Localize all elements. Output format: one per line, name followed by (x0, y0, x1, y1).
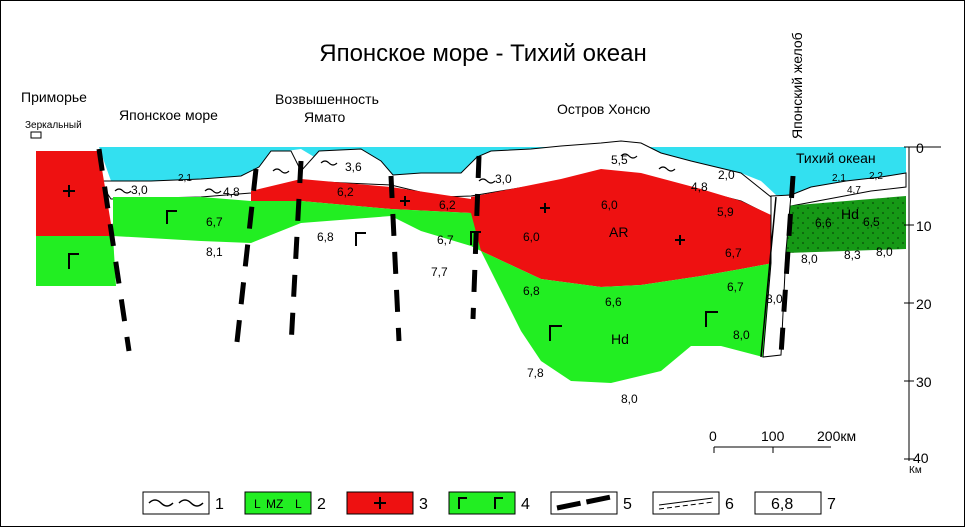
basalt-layer-main (113, 197, 773, 383)
label-yamato-2: Ямато (304, 109, 345, 125)
velocity: 2,1 (832, 173, 846, 184)
velocity: 6,2 (439, 198, 456, 212)
label-japan-sea: Японское море (119, 107, 218, 123)
velocity: 4,8 (691, 180, 708, 194)
velocity: 6,5 (863, 215, 880, 229)
velocity: 8,0 (733, 328, 750, 342)
velocity: 6,0 (601, 198, 618, 212)
fault-5 (470, 155, 482, 320)
velocity: 8,0 (876, 245, 893, 259)
velocity: 8,0 (801, 252, 818, 266)
legend-num-7: 7 (827, 496, 836, 513)
depth-tick-20: 20 (916, 296, 932, 312)
label-trench: Японский желоб (789, 32, 805, 139)
velocity: 4,7 (847, 185, 861, 196)
legend-text-7: 6,8 (771, 496, 793, 513)
zerkalny-marker (30, 131, 42, 139)
depth-axis: 0 10 20 30 40 Км (904, 140, 932, 476)
basalt-layer-primorye (36, 236, 116, 286)
velocity: 6,7 (437, 233, 454, 247)
depth-tick-0: 0 (916, 140, 924, 156)
legend-num-6: 6 (725, 496, 734, 513)
depth-unit: Км (909, 465, 922, 476)
velocity: 3,0 (131, 183, 148, 197)
fault-1 (96, 148, 132, 352)
basalt-symbols (68, 210, 718, 341)
sea-water (99, 141, 906, 195)
velocity: 2,2 (869, 171, 883, 182)
velocity: 5,9 (717, 205, 734, 219)
sediment-wave-marks (114, 153, 676, 194)
velocity: 3,0 (495, 172, 512, 186)
legend-num-5: 5 (623, 496, 632, 513)
label-pacific: Тихий океан (796, 150, 876, 166)
fault-2 (233, 168, 259, 352)
velocity: 6,2 (337, 185, 354, 199)
velocity: 3,6 (345, 160, 362, 174)
velocity: 6,7 (727, 280, 744, 294)
scale-bar: 0 100 200км (709, 428, 856, 453)
legend-num-2: 2 (317, 496, 326, 513)
velocity: 2,0 (718, 168, 735, 182)
mesozoic-block (786, 196, 906, 253)
label-ar: AR (609, 224, 628, 240)
label-honshu: Остров Хонсю (557, 101, 650, 117)
label-zerkalny: Зеркальный (25, 120, 82, 131)
granite-symbols (63, 185, 685, 245)
velocity: 8,0 (621, 392, 638, 406)
legend-swatch-6 (652, 491, 720, 515)
velocity: 6,7 (206, 215, 223, 229)
trench-line (760, 196, 777, 358)
diagram-title: Японское море - Тихий океан (319, 40, 647, 67)
velocity: 6,8 (317, 230, 334, 244)
velocity: 8,1 (206, 245, 223, 259)
label-hd-main: Hd (611, 331, 629, 347)
fault-6 (778, 175, 796, 356)
fault-4 (388, 175, 402, 342)
depth-tick-10: 10 (916, 218, 932, 234)
velocity: 5,5 (611, 153, 628, 167)
label-primorye: Приморье (21, 89, 87, 105)
velocity: 6,7 (725, 246, 742, 260)
fault-3 (288, 160, 304, 347)
depth-tick-30: 30 (916, 374, 932, 390)
depth-tick-40: 40 (913, 450, 929, 466)
granite-layer-primorye (36, 151, 113, 236)
fault-lines (96, 148, 796, 356)
velocity: 8,0 (766, 292, 783, 306)
scale-end: 200км (817, 428, 856, 444)
legend-num-4: 4 (521, 496, 530, 513)
velocity: 2,1 (178, 173, 192, 184)
legend-swatch-1 (142, 491, 210, 515)
scale-zero: 0 (709, 428, 717, 444)
velocity: 7,7 (431, 265, 448, 279)
velocity-values: 3,0 2,1 4,8 3,6 3,0 5,5 4,8 2,0 6,2 6,2 … (131, 153, 893, 406)
label-yamato-1: Возвышенность (275, 91, 379, 107)
svg-text:L: L (295, 497, 302, 511)
velocity: 8,3 (844, 248, 861, 262)
velocity: 6,8 (523, 284, 540, 298)
legend: 1 L MZ L 2 3 4 5 6 6,8 7 (142, 491, 836, 515)
label-hd-east: Hd (841, 206, 859, 222)
svg-text:L: L (254, 497, 261, 511)
velocity: 4,8 (223, 185, 240, 199)
legend-num-3: 3 (419, 496, 428, 513)
velocity: 6,6 (815, 216, 832, 230)
scale-mid: 100 (761, 428, 785, 444)
legend-text-2: MZ (266, 497, 283, 511)
velocity: 7,8 (527, 366, 544, 380)
granite-layer-honshu (471, 169, 773, 287)
granite-layer-yamato (251, 179, 471, 213)
velocity: 6,6 (605, 295, 622, 309)
legend-swatch-2 (244, 491, 312, 515)
legend-num-1: 1 (215, 496, 224, 513)
velocity: 6,0 (523, 230, 540, 244)
legend-swatch-7 (754, 491, 822, 515)
